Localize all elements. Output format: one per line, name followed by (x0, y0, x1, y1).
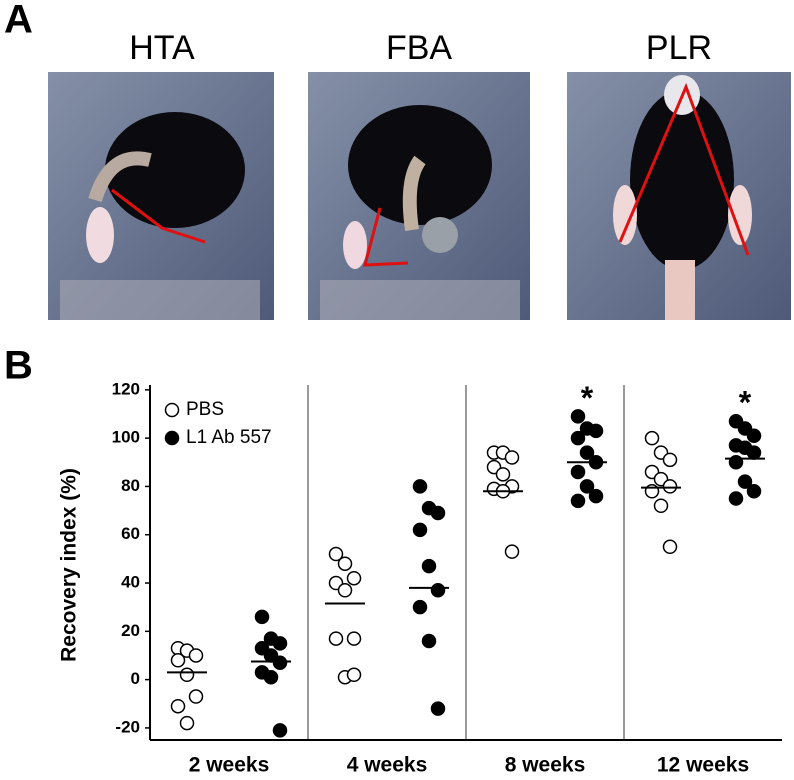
dot (662, 479, 678, 494)
legend-label: PBS (186, 399, 224, 420)
dot (746, 428, 762, 443)
dot (346, 570, 362, 586)
x-tick-label: 12 weeks (657, 754, 749, 777)
dot (746, 484, 762, 499)
dot (737, 474, 753, 489)
dot (746, 445, 762, 460)
dot (412, 599, 428, 615)
legend-marker (164, 402, 180, 418)
photo (308, 72, 530, 320)
dot (328, 546, 344, 562)
dot (588, 423, 604, 439)
x-tick-label: 8 weeks (505, 754, 586, 777)
image-title: PLR (646, 29, 712, 67)
dot (188, 689, 204, 704)
dot (570, 409, 586, 424)
panel-label: B (4, 344, 33, 388)
dot (579, 479, 595, 494)
dot (653, 498, 669, 513)
dot (188, 648, 204, 663)
dot (504, 544, 520, 559)
dot (179, 715, 195, 731)
y-axis-title: Recovery index (%) (58, 468, 81, 662)
legend-marker (164, 430, 180, 446)
dot (170, 653, 186, 668)
legend-label: L1 Ab 557 (186, 427, 272, 448)
dot (570, 430, 586, 446)
y-tick-label: 80 (121, 476, 140, 495)
plot: -20 0 20 40 60 80 100 120 2 weeks 4 weeks 8 weeks 1… (112, 379, 782, 777)
dot (170, 698, 186, 714)
y-tick-label: 0 (131, 669, 140, 688)
photo (48, 72, 274, 320)
y-tick-label: 60 (121, 524, 140, 543)
dot (662, 452, 678, 468)
dot (728, 491, 744, 506)
dot (662, 539, 678, 555)
y-tick-label: 120 (112, 379, 140, 398)
dot (346, 667, 362, 683)
dot (272, 636, 288, 651)
dot (644, 430, 660, 446)
y-tick-label: 40 (121, 573, 140, 592)
y-tick-label: 100 (112, 428, 140, 447)
dot (346, 631, 362, 646)
dot (412, 522, 428, 538)
x-tick-label: 2 weeks (189, 754, 270, 777)
significance-marker: * (739, 385, 752, 421)
x-tick-label: 4 weeks (347, 754, 428, 777)
dot (272, 655, 288, 670)
image-title: HTA (129, 29, 195, 67)
dot (588, 488, 604, 504)
dot (579, 445, 595, 460)
dot (495, 467, 511, 482)
dot (337, 556, 353, 571)
dot (570, 493, 586, 509)
dot (430, 505, 446, 521)
panel-label: A (4, 0, 33, 42)
image-title: FBA (386, 29, 452, 67)
dot (272, 723, 288, 738)
y-tick-label: -20 (115, 717, 140, 736)
dot (263, 669, 279, 685)
dot (430, 583, 446, 598)
dot (421, 558, 437, 574)
dot (337, 583, 353, 598)
dot (421, 633, 437, 649)
dot (254, 609, 270, 625)
y-tick-label: 20 (121, 621, 140, 640)
significance-marker: * (581, 380, 594, 416)
dot (328, 631, 344, 646)
photo (567, 72, 791, 320)
dot (412, 479, 428, 494)
dot (570, 464, 586, 480)
dot (179, 667, 195, 683)
dot (430, 701, 446, 716)
dot (504, 450, 520, 465)
